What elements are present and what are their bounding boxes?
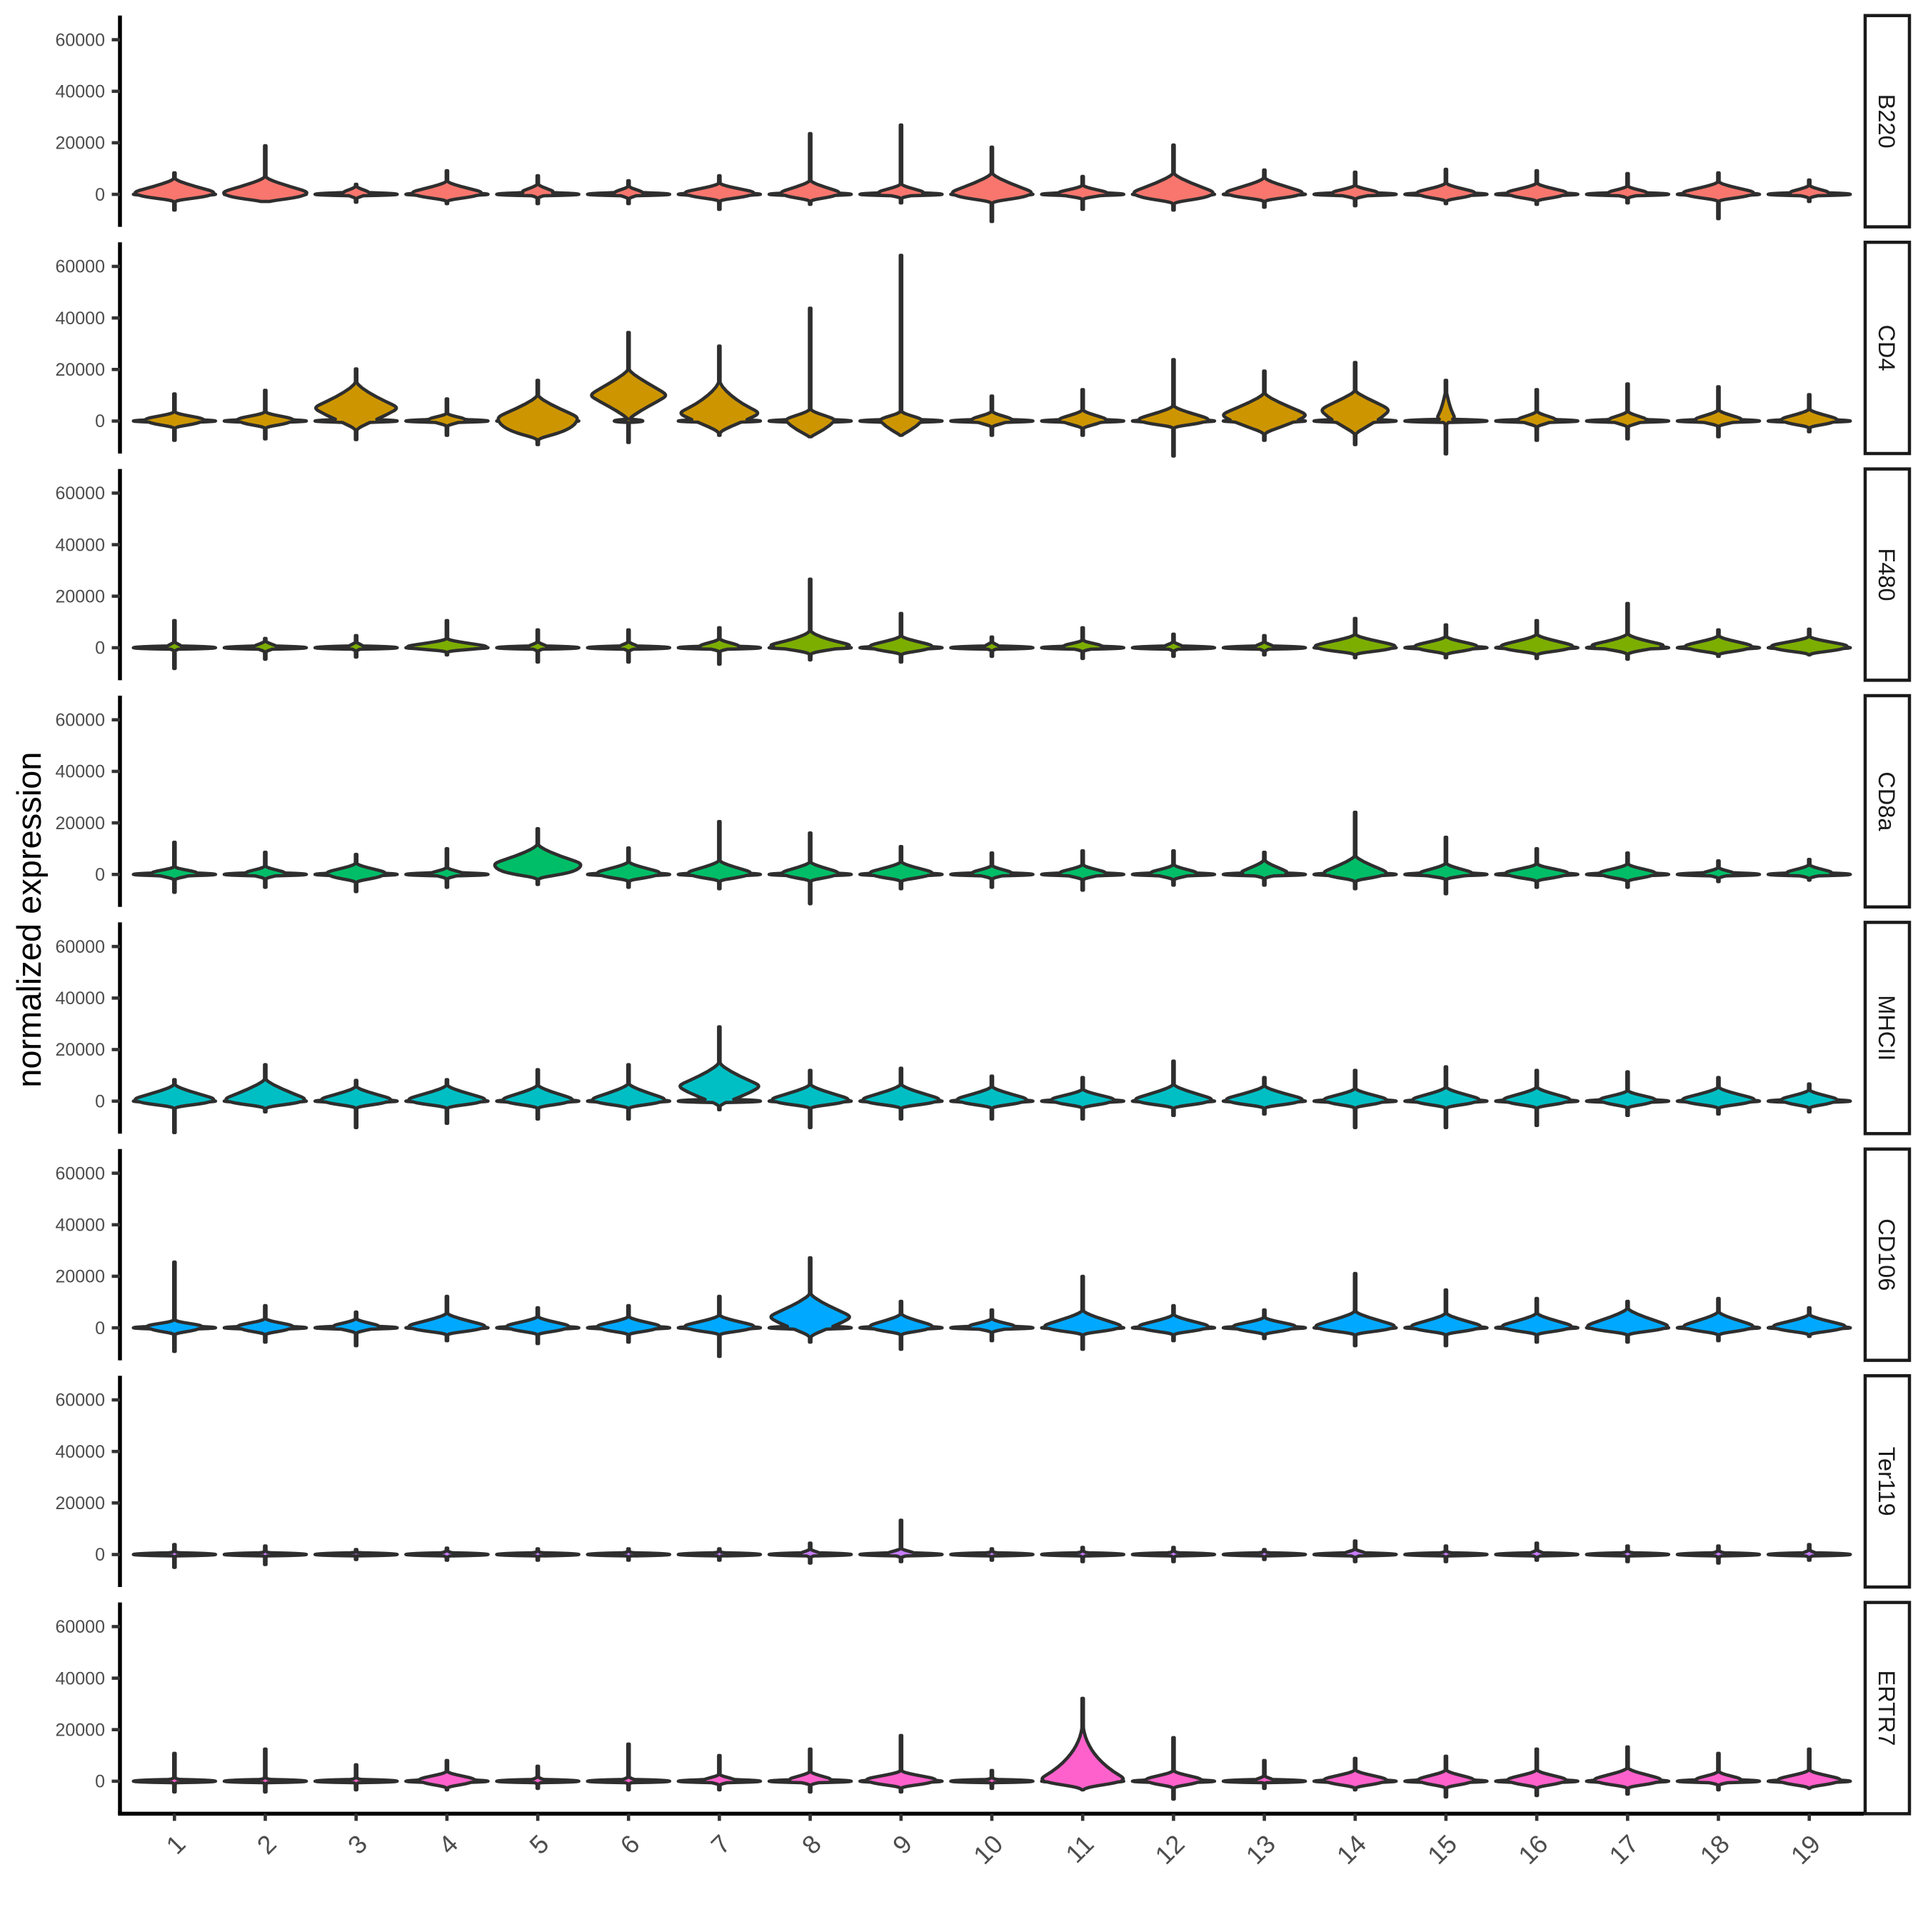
svg-text:0: 0 (95, 865, 105, 885)
svg-text:20000: 20000 (55, 586, 105, 606)
svg-text:20000: 20000 (55, 1720, 105, 1740)
svg-text:40000: 40000 (55, 1442, 105, 1462)
svg-text:60000: 60000 (55, 1391, 105, 1411)
svg-text:40000: 40000 (55, 1668, 105, 1688)
svg-text:0: 0 (95, 185, 105, 205)
svg-text:0: 0 (95, 639, 105, 659)
svg-text:CD4: CD4 (1874, 325, 1899, 371)
svg-text:20000: 20000 (55, 360, 105, 380)
svg-text:0: 0 (95, 1772, 105, 1792)
svg-text:normalized expression: normalized expression (10, 752, 48, 1088)
svg-text:40000: 40000 (55, 82, 105, 102)
svg-text:60000: 60000 (55, 257, 105, 277)
svg-text:20000: 20000 (55, 1267, 105, 1287)
svg-text:40000: 40000 (55, 535, 105, 555)
svg-text:20000: 20000 (55, 1493, 105, 1513)
svg-text:60000: 60000 (55, 1617, 105, 1637)
svg-text:0: 0 (95, 1318, 105, 1338)
svg-text:20000: 20000 (55, 814, 105, 834)
svg-text:60000: 60000 (55, 937, 105, 957)
svg-text:60000: 60000 (55, 484, 105, 504)
svg-text:60000: 60000 (55, 711, 105, 731)
svg-text:60000: 60000 (55, 30, 105, 50)
svg-text:40000: 40000 (55, 309, 105, 329)
svg-text:40000: 40000 (55, 1216, 105, 1236)
svg-text:0: 0 (95, 411, 105, 431)
svg-text:B220: B220 (1874, 94, 1899, 149)
svg-text:ERTR7: ERTR7 (1874, 1671, 1899, 1746)
svg-text:20000: 20000 (55, 1040, 105, 1060)
svg-text:0: 0 (95, 1091, 105, 1111)
svg-text:CD106: CD106 (1874, 1218, 1899, 1291)
svg-text:20000: 20000 (55, 134, 105, 154)
svg-text:MHCII: MHCII (1874, 995, 1899, 1061)
svg-text:Ter119: Ter119 (1874, 1447, 1899, 1516)
svg-text:40000: 40000 (55, 988, 105, 1008)
svg-text:60000: 60000 (55, 1163, 105, 1183)
svg-text:F480: F480 (1874, 548, 1899, 601)
svg-text:40000: 40000 (55, 762, 105, 782)
svg-text:0: 0 (95, 1545, 105, 1565)
svg-text:CD8a: CD8a (1874, 771, 1899, 831)
